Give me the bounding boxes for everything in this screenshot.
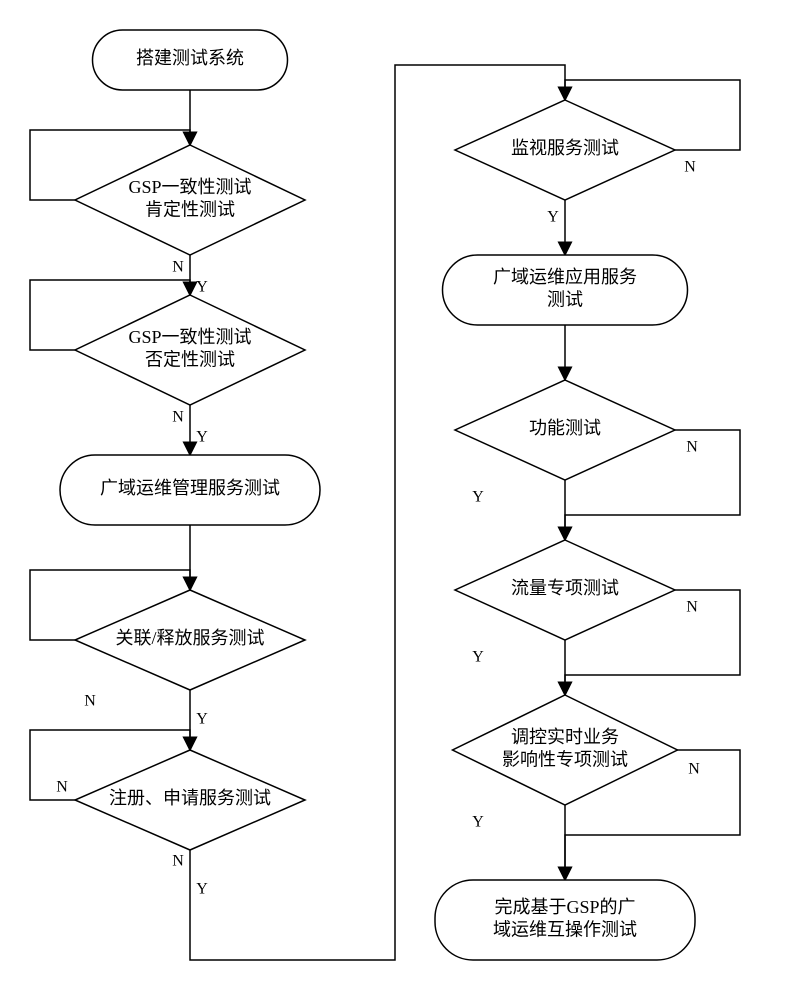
node-label: 搭建测试系统 <box>136 48 244 68</box>
edge-label: N <box>172 259 184 276</box>
node-label: 广域运维管理服务测试 <box>100 478 280 498</box>
node-label: 广域运维应用服务 <box>493 267 637 287</box>
edge-label: Y <box>472 489 484 506</box>
edge-label: Y <box>196 881 208 898</box>
node-label: 肯定性测试 <box>145 199 235 219</box>
edge-label: N <box>686 599 698 616</box>
edge-label: N <box>172 409 184 426</box>
node-label: GSP一致性测试 <box>128 177 251 197</box>
node-label: 注册、申请服务测试 <box>109 788 271 808</box>
node-label: 域运维互操作测试 <box>493 919 637 939</box>
edge-label: N <box>172 853 184 870</box>
edge-label: Y <box>196 279 208 296</box>
node-label: 影响性专项测试 <box>502 749 628 769</box>
node-label: 调控实时业务 <box>511 727 619 747</box>
edge-label: N <box>84 693 96 710</box>
flowchart-canvas: NYNYNYNNYNYNYNYNY搭建测试系统GSP一致性测试肯定性测试GSP一… <box>0 0 792 1000</box>
edge-label: Y <box>196 711 208 728</box>
node-label: 测试 <box>547 289 583 309</box>
node-label: 关联/释放服务测试 <box>115 628 264 648</box>
node-label: GSP一致性测试 <box>128 327 251 347</box>
edge-label: N <box>686 439 698 456</box>
edge-label: Y <box>472 814 484 831</box>
node-label: 流量专项测试 <box>511 578 619 598</box>
nodes-layer: 搭建测试系统GSP一致性测试肯定性测试GSP一致性测试否定性测试广域运维管理服务… <box>60 30 695 960</box>
node-label: 监视服务测试 <box>511 138 619 158</box>
edge-label: Y <box>472 649 484 666</box>
edge-label: N <box>684 159 696 176</box>
edge-label: Y <box>196 429 208 446</box>
edge-label: Y <box>547 209 559 226</box>
node-label: 功能测试 <box>529 418 601 438</box>
edge-label: N <box>688 761 700 778</box>
node-label: 否定性测试 <box>145 349 235 369</box>
edge-label: N <box>56 779 68 796</box>
node-label: 完成基于GSP的广 <box>494 897 635 917</box>
